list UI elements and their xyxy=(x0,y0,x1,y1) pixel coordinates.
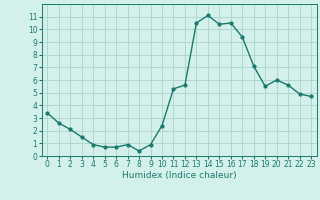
X-axis label: Humidex (Indice chaleur): Humidex (Indice chaleur) xyxy=(122,171,236,180)
